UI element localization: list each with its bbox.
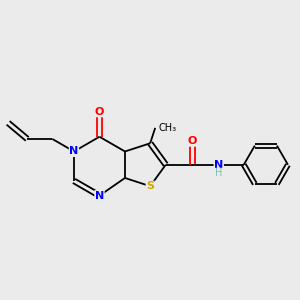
Text: O: O (188, 136, 197, 146)
Text: O: O (95, 107, 104, 117)
Text: N: N (69, 146, 79, 157)
Text: H: H (215, 168, 222, 178)
Text: N: N (95, 190, 104, 201)
Text: CH₃: CH₃ (158, 123, 176, 133)
Text: S: S (146, 181, 154, 191)
Text: N: N (214, 160, 224, 170)
